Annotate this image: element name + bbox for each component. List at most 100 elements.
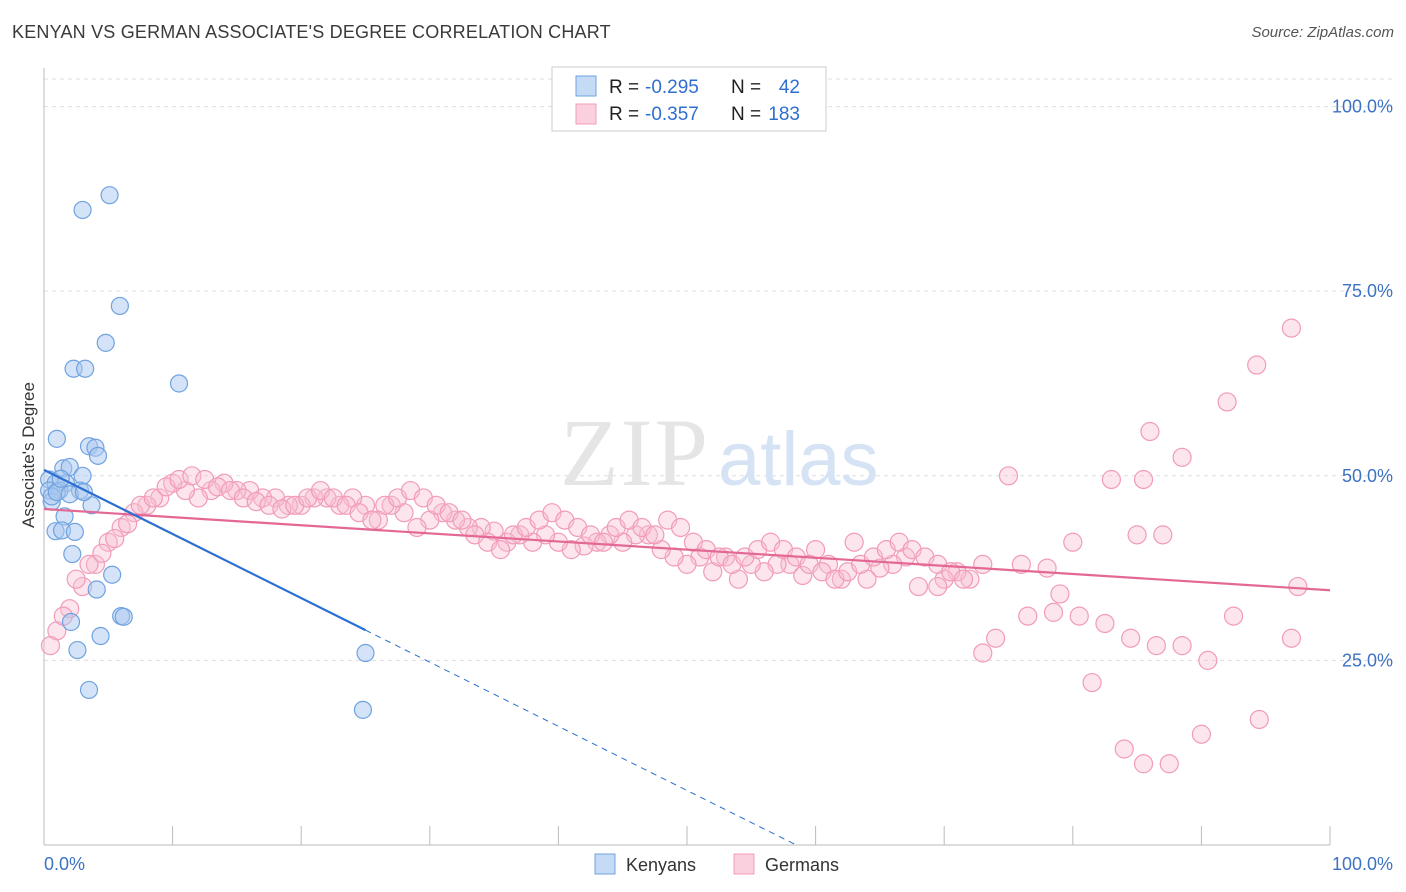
- german-point: [1133, 754, 1154, 774]
- german-point: [490, 540, 511, 560]
- y-tick-label-3: 25.0%: [1342, 650, 1393, 670]
- german-point: [844, 532, 864, 552]
- legend-r-value-german: -0.357: [645, 104, 699, 125]
- german-point: [1082, 672, 1102, 693]
- german-point: [233, 488, 253, 508]
- x-tick-label-max: 100.0%: [1332, 854, 1393, 874]
- german-point: [1018, 606, 1038, 626]
- german-point: [1101, 469, 1121, 490]
- legend-n-value-kenyan: 42: [779, 77, 800, 98]
- german-point: [40, 636, 61, 656]
- bottom-legend-swatch-germans: [733, 853, 755, 875]
- trend-lines: [43, 468, 1331, 846]
- kenyan-point: [356, 643, 375, 663]
- german-point: [1069, 606, 1089, 626]
- german-point: [1095, 613, 1115, 634]
- german-point: [111, 517, 131, 538]
- y-tick-label-1: 75.0%: [1342, 281, 1393, 301]
- kenyan-points: [40, 186, 375, 719]
- german-point: [1172, 636, 1192, 656]
- german-point: [1288, 576, 1308, 597]
- german-point: [928, 576, 948, 597]
- legend-n-value-german: 183: [768, 104, 800, 125]
- y-tick-label-0: 100.0%: [1332, 97, 1393, 117]
- german-point: [66, 569, 86, 589]
- german-point: [831, 569, 851, 589]
- kenyan-point: [79, 680, 99, 700]
- bottom-legend-swatch-kenyans: [594, 853, 616, 875]
- german-point: [1063, 532, 1083, 552]
- german-point: [574, 536, 594, 556]
- german-point: [272, 499, 292, 519]
- german-point: [1133, 469, 1154, 490]
- kenyan-point: [100, 186, 119, 205]
- kenyan-point: [110, 296, 129, 316]
- y-tick-labels: 100.0% 75.0% 50.0% 25.0%: [1332, 97, 1393, 671]
- german-point: [908, 576, 929, 597]
- german-point: [1198, 650, 1218, 670]
- kenyan-point: [169, 374, 189, 393]
- german-point: [1050, 584, 1070, 604]
- german-point: [670, 517, 691, 538]
- bottom-legend-germans: Germans: [765, 855, 839, 875]
- kenyan-point: [76, 359, 95, 378]
- german-point: [870, 558, 890, 578]
- german-point: [593, 532, 614, 552]
- kenyan-point: [63, 544, 82, 564]
- german-point: [362, 510, 382, 530]
- german-point: [246, 492, 266, 512]
- kenyan-point: [73, 200, 92, 220]
- kenyan-point: [68, 640, 87, 660]
- german-point: [1159, 754, 1179, 774]
- kenyan-point: [91, 626, 110, 646]
- german-point: [1127, 525, 1147, 545]
- german-point: [1172, 447, 1192, 467]
- german-point: [986, 628, 1006, 648]
- german-point: [79, 554, 99, 574]
- german-point: [1191, 724, 1212, 744]
- kenyan-point: [61, 612, 81, 632]
- kenyan-point: [114, 607, 133, 626]
- german-point: [105, 528, 125, 549]
- german-point: [169, 469, 189, 490]
- german-point: [1114, 739, 1134, 759]
- y-tick-label-2: 50.0%: [1342, 466, 1393, 486]
- watermark: ZIP atlas: [560, 399, 879, 506]
- legend-r-value-kenyan: -0.295: [645, 77, 699, 98]
- legend-swatch-german: [575, 103, 597, 125]
- german-point: [182, 466, 202, 486]
- kenyan-point: [47, 429, 66, 448]
- watermark-zip: ZIP: [560, 399, 710, 506]
- bottom-legend-kenyans: Kenyans: [626, 855, 696, 875]
- german-points: [40, 318, 1308, 774]
- german-point: [645, 525, 665, 545]
- german-point: [793, 565, 813, 586]
- german-point: [484, 521, 504, 541]
- german-point: [1140, 421, 1160, 442]
- correlation-legend: R = -0.295 N = 42 R = -0.357 N = 183: [551, 66, 827, 132]
- german-point: [973, 554, 993, 574]
- german-point: [953, 569, 974, 589]
- german-point: [1043, 602, 1064, 622]
- german-point: [92, 543, 112, 563]
- german-point: [973, 643, 993, 663]
- kenyan-point: [73, 466, 92, 485]
- x-tick-label-min: 0.0%: [44, 854, 85, 874]
- german-point: [1153, 525, 1173, 545]
- german-point: [1146, 636, 1166, 656]
- legend-swatch-kenyan: [575, 75, 597, 97]
- german-point: [1223, 606, 1244, 626]
- axes: [43, 68, 1331, 846]
- legend-box: [551, 66, 827, 132]
- legend-r-label-german: R =: [609, 104, 639, 125]
- legend-n-label-german: N =: [731, 104, 761, 125]
- kenyan-point: [87, 580, 106, 599]
- german-trend-line: [43, 507, 1331, 592]
- watermark-atlas: atlas: [718, 417, 879, 502]
- german-point: [381, 495, 401, 515]
- kenyan-trend-line: [43, 468, 366, 632]
- german-point: [98, 532, 118, 552]
- kenyan-point: [88, 446, 108, 465]
- german-point: [1281, 318, 1302, 338]
